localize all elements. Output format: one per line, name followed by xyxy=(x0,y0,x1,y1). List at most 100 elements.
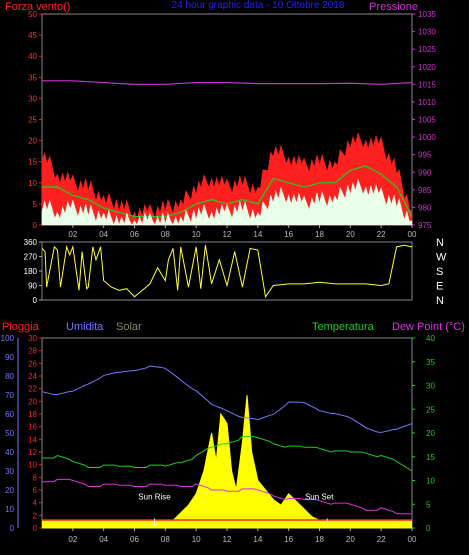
wind-x-tick-label: 02 xyxy=(68,230,77,239)
wind-x-tick-label: 00 xyxy=(408,230,417,239)
temp-y-tick-label: 30 xyxy=(426,382,435,391)
humidity-y-tick-label: 40 xyxy=(5,448,14,457)
wind-y-tick-label: 10 xyxy=(28,179,37,188)
wind-y-tick-label: 25 xyxy=(28,116,37,125)
rain-y-tick-label: 10 xyxy=(28,461,37,470)
wind-axis-label: Forza vento() xyxy=(5,1,70,13)
wind-x-tick-label: 12 xyxy=(223,230,232,239)
weather-x-tick-label: 16 xyxy=(284,535,293,544)
pressure-y-tick-label: 1010 xyxy=(418,98,436,107)
humidity-series xyxy=(41,365,413,434)
rain-y-tick-label: 12 xyxy=(28,448,37,457)
humidity-y-tick-label: 20 xyxy=(5,486,14,495)
temperature-series xyxy=(42,436,413,472)
humidity-y-tick-label: 30 xyxy=(5,467,14,476)
weather-x-tick-label: 20 xyxy=(346,535,355,544)
weather-x-tick-label: 06 xyxy=(130,535,139,544)
temp-y-tick-label: 35 xyxy=(426,358,435,367)
wind-x-tick-label: 18 xyxy=(315,230,324,239)
rain-baseline xyxy=(42,520,412,528)
direction-y-tick-label: 360 xyxy=(24,238,38,247)
temp-y-tick-label: 0 xyxy=(426,524,431,533)
compass-label: N xyxy=(436,237,444,249)
wind-y-tick-label: 50 xyxy=(28,10,37,19)
temp-y-tick-label: 25 xyxy=(426,405,435,414)
wind-x-tick-label: 14 xyxy=(253,230,262,239)
humidity-y-tick-label: 90 xyxy=(5,353,14,362)
humidity-y-tick-label: 80 xyxy=(5,372,14,381)
wind-y-tick-label: 5 xyxy=(33,200,38,209)
dewpoint-series xyxy=(42,478,412,515)
weather-x-tick-label: 00 xyxy=(408,535,417,544)
compass-label: S xyxy=(436,266,443,278)
direction-y-tick-label: 0 xyxy=(33,296,38,305)
wind-y-tick-label: 20 xyxy=(28,137,37,146)
pressure-y-tick-label: 1000 xyxy=(418,133,436,142)
wind-y-tick-label: 35 xyxy=(28,73,37,82)
rain-y-tick-label: 24 xyxy=(28,372,37,381)
wind-x-tick-label: 04 xyxy=(99,230,108,239)
pressure-y-tick-label: 1030 xyxy=(418,28,436,37)
compass-label: W xyxy=(436,252,447,264)
rain-y-tick-label: 2 xyxy=(33,511,38,520)
rain-y-tick-label: 16 xyxy=(28,423,37,432)
pressure-y-tick-label: 995 xyxy=(418,151,432,160)
wind-x-tick-label: 16 xyxy=(284,230,293,239)
weather-x-tick-label: 02 xyxy=(68,535,77,544)
rain-y-tick-label: 18 xyxy=(28,410,37,419)
wind-x-tick-label: 10 xyxy=(192,230,201,239)
rain-y-tick-label: 30 xyxy=(28,334,37,343)
wind-gust-series xyxy=(41,131,413,226)
rain-y-tick-label: 26 xyxy=(28,359,37,368)
rain-y-tick-label: 6 xyxy=(33,486,38,495)
direction-y-tick-label: 270 xyxy=(24,253,38,262)
pressure-y-tick-label: 975 xyxy=(418,221,432,230)
direction-series xyxy=(41,244,413,299)
rain-axis-label: Pioggia xyxy=(2,321,40,333)
pressure-y-tick-label: 1035 xyxy=(418,10,436,19)
humidity-y-tick-label: 100 xyxy=(1,334,15,343)
rain-y-tick-label: 14 xyxy=(28,435,37,444)
wind-x-tick-label: 20 xyxy=(346,230,355,239)
humidity-y-tick-label: 50 xyxy=(5,429,14,438)
weather-x-tick-label: 08 xyxy=(161,535,170,544)
sunrise-label: Sun Rise xyxy=(138,493,171,502)
solar-axis-label: Solar xyxy=(116,321,142,333)
dewpoint-axis-label: Dew Point (°C) xyxy=(392,321,465,333)
chart-title: 24 hour graphic data - 10 Ottobre 2018 xyxy=(172,0,345,11)
rain-y-tick-label: 22 xyxy=(28,385,37,394)
wind-x-tick-label: 22 xyxy=(377,230,386,239)
wind-y-tick-label: 0 xyxy=(33,221,38,230)
solar-series xyxy=(42,394,412,529)
weather-x-tick-label: 12 xyxy=(223,535,232,544)
humidity-y-tick-label: 10 xyxy=(5,505,14,514)
compass-label: N xyxy=(436,295,444,307)
pressure-y-tick-label: 980 xyxy=(418,203,432,212)
wind-speed-series xyxy=(41,178,413,227)
pressure-y-tick-label: 990 xyxy=(418,168,432,177)
rain-y-tick-label: 20 xyxy=(28,397,37,406)
temp-y-tick-label: 20 xyxy=(426,429,435,438)
temp-y-tick-label: 10 xyxy=(426,477,435,486)
sunset-label: Sun Set xyxy=(305,493,334,502)
pressure-y-tick-label: 1020 xyxy=(418,63,436,72)
wind-x-tick-label: 08 xyxy=(161,230,170,239)
rain-y-tick-label: 8 xyxy=(33,473,38,482)
humidity-y-tick-label: 60 xyxy=(5,410,14,419)
temperature-axis-label: Temperatura xyxy=(312,321,375,333)
temp-y-tick-label: 40 xyxy=(426,334,435,343)
wind-x-tick-label: 06 xyxy=(130,230,139,239)
weather-x-tick-label: 14 xyxy=(253,535,262,544)
pressure-y-tick-label: 1005 xyxy=(418,116,436,125)
wind-y-tick-label: 30 xyxy=(28,94,37,103)
pressure-y-tick-label: 1025 xyxy=(418,45,436,54)
pressure-y-tick-label: 985 xyxy=(418,186,432,195)
weather-x-tick-label: 10 xyxy=(192,535,201,544)
temp-y-tick-label: 15 xyxy=(426,453,435,462)
pressure-axis-label: Pressione xyxy=(369,1,418,13)
compass-label: E xyxy=(436,281,443,293)
pressure-y-tick-label: 1015 xyxy=(418,80,436,89)
rain-y-tick-label: 28 xyxy=(28,347,37,356)
